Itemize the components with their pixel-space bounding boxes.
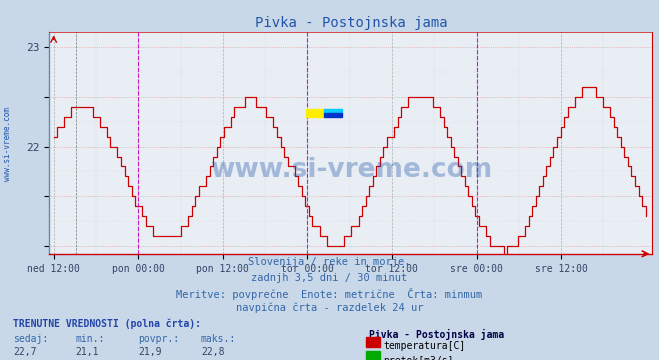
Bar [324,109,342,113]
Text: www.si-vreme.com: www.si-vreme.com [3,107,13,181]
Text: Pivka - Postojnska jama: Pivka - Postojnska jama [369,329,504,341]
Text: -nan: -nan [13,359,37,360]
Text: 21,1: 21,1 [76,347,100,357]
Text: sedaj:: sedaj: [13,334,48,344]
Text: -nan: -nan [76,359,100,360]
Text: -nan: -nan [138,359,162,360]
Text: TRENUTNE VREDNOSTI (polna črta):: TRENUTNE VREDNOSTI (polna črta): [13,319,201,329]
Text: maks.:: maks.: [201,334,236,344]
Text: temperatura[C]: temperatura[C] [384,341,466,351]
Text: zadnjh 3,5 dni / 30 minut: zadnjh 3,5 dni / 30 minut [251,273,408,283]
Text: -nan: -nan [201,359,225,360]
Text: Meritve: povprečne  Enote: metrične  Črta: minmum: Meritve: povprečne Enote: metrične Črta:… [177,288,482,300]
Text: navpična črta - razdelek 24 ur: navpična črta - razdelek 24 ur [236,303,423,313]
Text: 22,7: 22,7 [13,347,37,357]
Text: www.si-vreme.com: www.si-vreme.com [210,157,492,183]
Text: 22,8: 22,8 [201,347,225,357]
Bar [306,109,324,117]
Text: 21,9: 21,9 [138,347,162,357]
Text: min.:: min.: [76,334,105,344]
Text: Slovenija / reke in morje.: Slovenija / reke in morje. [248,257,411,267]
Text: pretok[m3/s]: pretok[m3/s] [384,356,454,360]
Bar [324,113,342,117]
Title: Pivka - Postojnska jama: Pivka - Postojnska jama [254,16,447,30]
Text: povpr.:: povpr.: [138,334,179,344]
